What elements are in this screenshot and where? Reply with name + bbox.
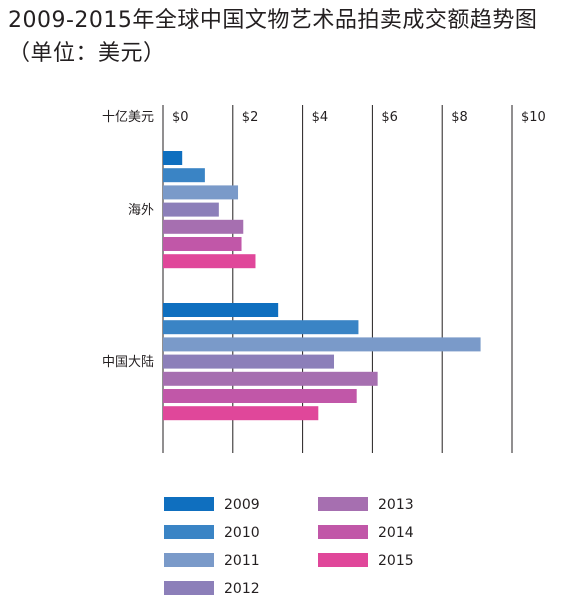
chart-title: 2009-2015年全球中国文物艺术品拍卖成交额趋势图 （单位：美元） bbox=[8, 4, 537, 70]
bar bbox=[163, 389, 357, 403]
bar bbox=[163, 168, 205, 183]
bar bbox=[163, 151, 183, 165]
legend-swatch bbox=[164, 497, 214, 511]
x-tick-label: $6 bbox=[381, 110, 398, 125]
unit-label: 十亿美元 bbox=[102, 110, 154, 125]
legend-label: 2015 bbox=[378, 553, 414, 569]
legend-swatch bbox=[164, 581, 214, 595]
legend-swatch bbox=[164, 525, 214, 539]
x-tick-label: $0 bbox=[172, 110, 189, 125]
bar bbox=[163, 303, 279, 317]
bar bbox=[163, 185, 239, 200]
legend-label: 2010 bbox=[224, 525, 260, 541]
category-label: 海外 bbox=[128, 203, 154, 218]
x-tick-label: $2 bbox=[242, 110, 259, 125]
x-tick-label: $10 bbox=[521, 110, 546, 125]
bar bbox=[163, 219, 244, 234]
bar bbox=[163, 354, 335, 369]
bar bbox=[163, 254, 256, 269]
x-tick-label: $4 bbox=[312, 110, 329, 125]
chart-title-line-2: （单位：美元） bbox=[8, 41, 166, 66]
x-tick-label: $8 bbox=[451, 110, 468, 125]
legend-label: 2011 bbox=[224, 553, 260, 569]
legend-swatch bbox=[318, 525, 368, 539]
bar bbox=[163, 237, 242, 251]
legend-label: 2009 bbox=[224, 497, 260, 513]
bar bbox=[163, 320, 359, 335]
bar bbox=[163, 202, 219, 217]
legend-label: 2013 bbox=[378, 497, 414, 513]
bar bbox=[163, 337, 481, 352]
bar bbox=[163, 371, 378, 386]
chart-title-line-1: 2009-2015年全球中国文物艺术品拍卖成交额趋势图 bbox=[8, 8, 538, 33]
legend-label: 2012 bbox=[224, 581, 260, 597]
legend-swatch bbox=[318, 497, 368, 511]
category-label: 中国大陆 bbox=[102, 354, 154, 370]
legend-swatch bbox=[164, 553, 214, 567]
legend-swatch bbox=[318, 553, 368, 567]
bar bbox=[163, 406, 319, 421]
legend-label: 2014 bbox=[378, 525, 414, 541]
